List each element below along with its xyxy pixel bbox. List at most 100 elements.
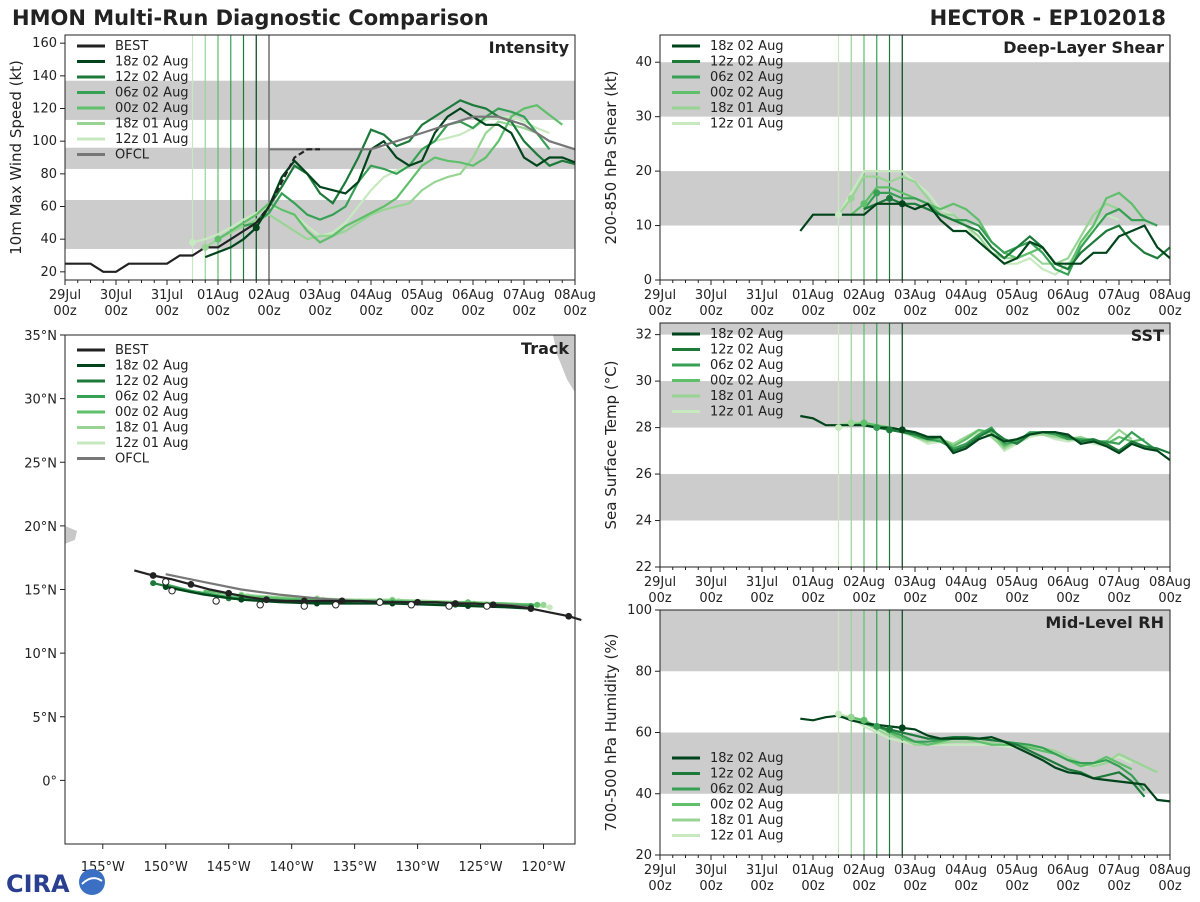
shear-xtick-sublabel-7: 00z — [1005, 304, 1029, 319]
logo-globe-icon — [79, 869, 105, 895]
shear-series-0 — [799, 202, 1171, 265]
sst-band-1 — [660, 381, 1170, 428]
sst-series-1 — [863, 424, 1171, 455]
rh-ytick-label-1: 40 — [635, 787, 652, 802]
sst-legend-label-0: 18z 02 Aug — [710, 327, 784, 342]
rh-xtick-label-5: 03Aug — [894, 863, 936, 878]
track-open-point-4 — [332, 601, 340, 609]
track-best-point-23 — [149, 572, 157, 579]
track-ytick-label-1: 5°N — [33, 711, 58, 726]
track-best-point-1 — [565, 612, 573, 620]
rh-legend-label-5: 12z 01 Aug — [710, 829, 784, 844]
sst-ytick-label-5: 32 — [635, 328, 652, 343]
track-best-line — [134, 569, 582, 622]
intensity-xtick-sublabel-10: 00z — [563, 304, 587, 319]
track-legend-label-0: BEST — [115, 343, 148, 358]
intensity-xtick-sublabel-1: 00z — [104, 304, 128, 319]
shear-xtick-sublabel-0: 00z — [648, 304, 672, 319]
sst-xtick-sublabel-9: 00z — [1107, 591, 1131, 606]
rh-band-1 — [660, 610, 1170, 672]
rh-legend-label-2: 06z 02 Aug — [710, 782, 784, 797]
shear-init-dot-1 — [886, 194, 893, 202]
intensity-legend-label-3: 06z 02 Aug — [115, 86, 189, 101]
track-open-point-5 — [300, 602, 308, 610]
track-ytick-label-2: 10°N — [24, 647, 57, 662]
rh-init-dot-0 — [898, 724, 906, 732]
intensity-xtick-label-7: 05Aug — [401, 288, 443, 303]
rh-xtick-label-4: 02Aug — [843, 863, 885, 878]
intensity-legend-label-2: 12z 02 Aug — [115, 70, 189, 85]
shear-xtick-label-0: 29Jul — [644, 288, 676, 303]
rh-legend-label-3: 00z 02 Aug — [710, 798, 784, 813]
shear-ytick-label-1: 10 — [635, 219, 652, 234]
shear-xtick-sublabel-5: 00z — [903, 304, 927, 319]
shear-xtick-label-3: 01Aug — [792, 288, 834, 303]
intensity-xtick-label-10: 08Aug — [554, 288, 596, 303]
sst-ylabel: Sea Surface Temp (°C) — [602, 360, 620, 529]
rh-xtick-label-10: 08Aug — [1149, 863, 1191, 878]
track-series-0 — [165, 585, 531, 610]
intensity-series-2 — [243, 107, 551, 228]
shear-xtick-sublabel-10: 00z — [1158, 304, 1182, 319]
track-land-baja — [553, 335, 575, 393]
intensity-ofcl-line — [269, 115, 576, 151]
sst-init-dot-5 — [835, 424, 842, 432]
intensity-init-dot-4 — [201, 243, 209, 251]
intensity-panel-title: Intensity — [489, 38, 570, 57]
rh-xtick-label-7: 05Aug — [996, 863, 1038, 878]
sst-legend-label-3: 00z 02 Aug — [710, 374, 784, 389]
track-best-point-21 — [187, 581, 195, 588]
shear-panel-title: Deep-Layer Shear — [1003, 38, 1164, 57]
track-open-point-8 — [168, 587, 176, 595]
intensity-ytick-label-3: 80 — [40, 167, 57, 182]
rh-init-dot-5 — [835, 710, 842, 718]
track-point-5-0 — [546, 604, 553, 611]
sst-xtick-label-4: 02Aug — [843, 575, 885, 590]
shear-init-dot-3 — [860, 200, 868, 208]
track-open-point-6 — [256, 601, 264, 609]
rh-init-dot-2 — [873, 722, 881, 730]
sst-legend-label-4: 18z 01 Aug — [710, 389, 784, 404]
sst-ytick-label-0: 22 — [635, 560, 652, 575]
intensity-xtick-sublabel-3: 00z — [206, 304, 230, 319]
track-ytick-label-3: 15°N — [24, 584, 57, 599]
intensity-ylabel: 10m Max Wind Speed (kt) — [7, 60, 25, 255]
sst-xtick-sublabel-1: 00z — [699, 591, 723, 606]
intensity-init-dot-5 — [189, 238, 196, 246]
track-point-1-10 — [150, 580, 157, 587]
sst-band-0 — [660, 474, 1170, 521]
intensity-xtick-label-1: 30Jul — [100, 288, 132, 303]
intensity-series-5 — [192, 115, 550, 244]
sst-panel-title: SST — [1131, 326, 1164, 345]
intensity-ytick-label-1: 40 — [40, 232, 57, 247]
intensity-legend-label-0: BEST — [115, 39, 148, 54]
intensity-xtick-sublabel-7: 00z — [410, 304, 434, 319]
rh-xtick-sublabel-5: 00z — [903, 879, 927, 894]
intensity-ytick-label-6: 140 — [32, 69, 57, 84]
rh-panel: 2040608010029Jul00z30Jul00z31Jul00z01Aug… — [602, 603, 1191, 894]
rh-ytick-label-4: 100 — [627, 603, 652, 618]
shear-xtick-label-5: 03Aug — [894, 288, 936, 303]
intensity-xtick-sublabel-5: 00z — [308, 304, 332, 319]
intensity-best-line — [65, 221, 257, 273]
track-ytick-label-0: 0° — [42, 774, 57, 789]
shear-xtick-label-8: 06Aug — [1047, 288, 1089, 303]
track-legend-label-3: 06z 02 Aug — [115, 390, 189, 405]
track-xtick-label-5: 130°W — [396, 860, 440, 875]
cira-logo: CIRA — [4, 866, 108, 898]
sst-xtick-label-7: 05Aug — [996, 575, 1038, 590]
shear-init-dot-5 — [835, 211, 842, 219]
sst-xtick-sublabel-2: 00z — [750, 591, 774, 606]
intensity-xtick-label-3: 01Aug — [197, 288, 239, 303]
track-point-4-0 — [540, 601, 547, 608]
rh-panel-title: Mid-Level RH — [1045, 613, 1164, 632]
track-legend-label-1: 18z 02 Aug — [115, 359, 189, 374]
intensity-legend-label-1: 18z 02 Aug — [115, 55, 189, 70]
sst-legend-label-2: 06z 02 Aug — [710, 358, 784, 373]
shear-series-1 — [863, 197, 1171, 271]
track-xtick-label-3: 140°W — [270, 860, 314, 875]
sst-xtick-sublabel-0: 00z — [648, 591, 672, 606]
rh-legend-label-1: 12z 02 Aug — [710, 767, 784, 782]
track-xtick-label-4: 135°W — [333, 860, 377, 875]
